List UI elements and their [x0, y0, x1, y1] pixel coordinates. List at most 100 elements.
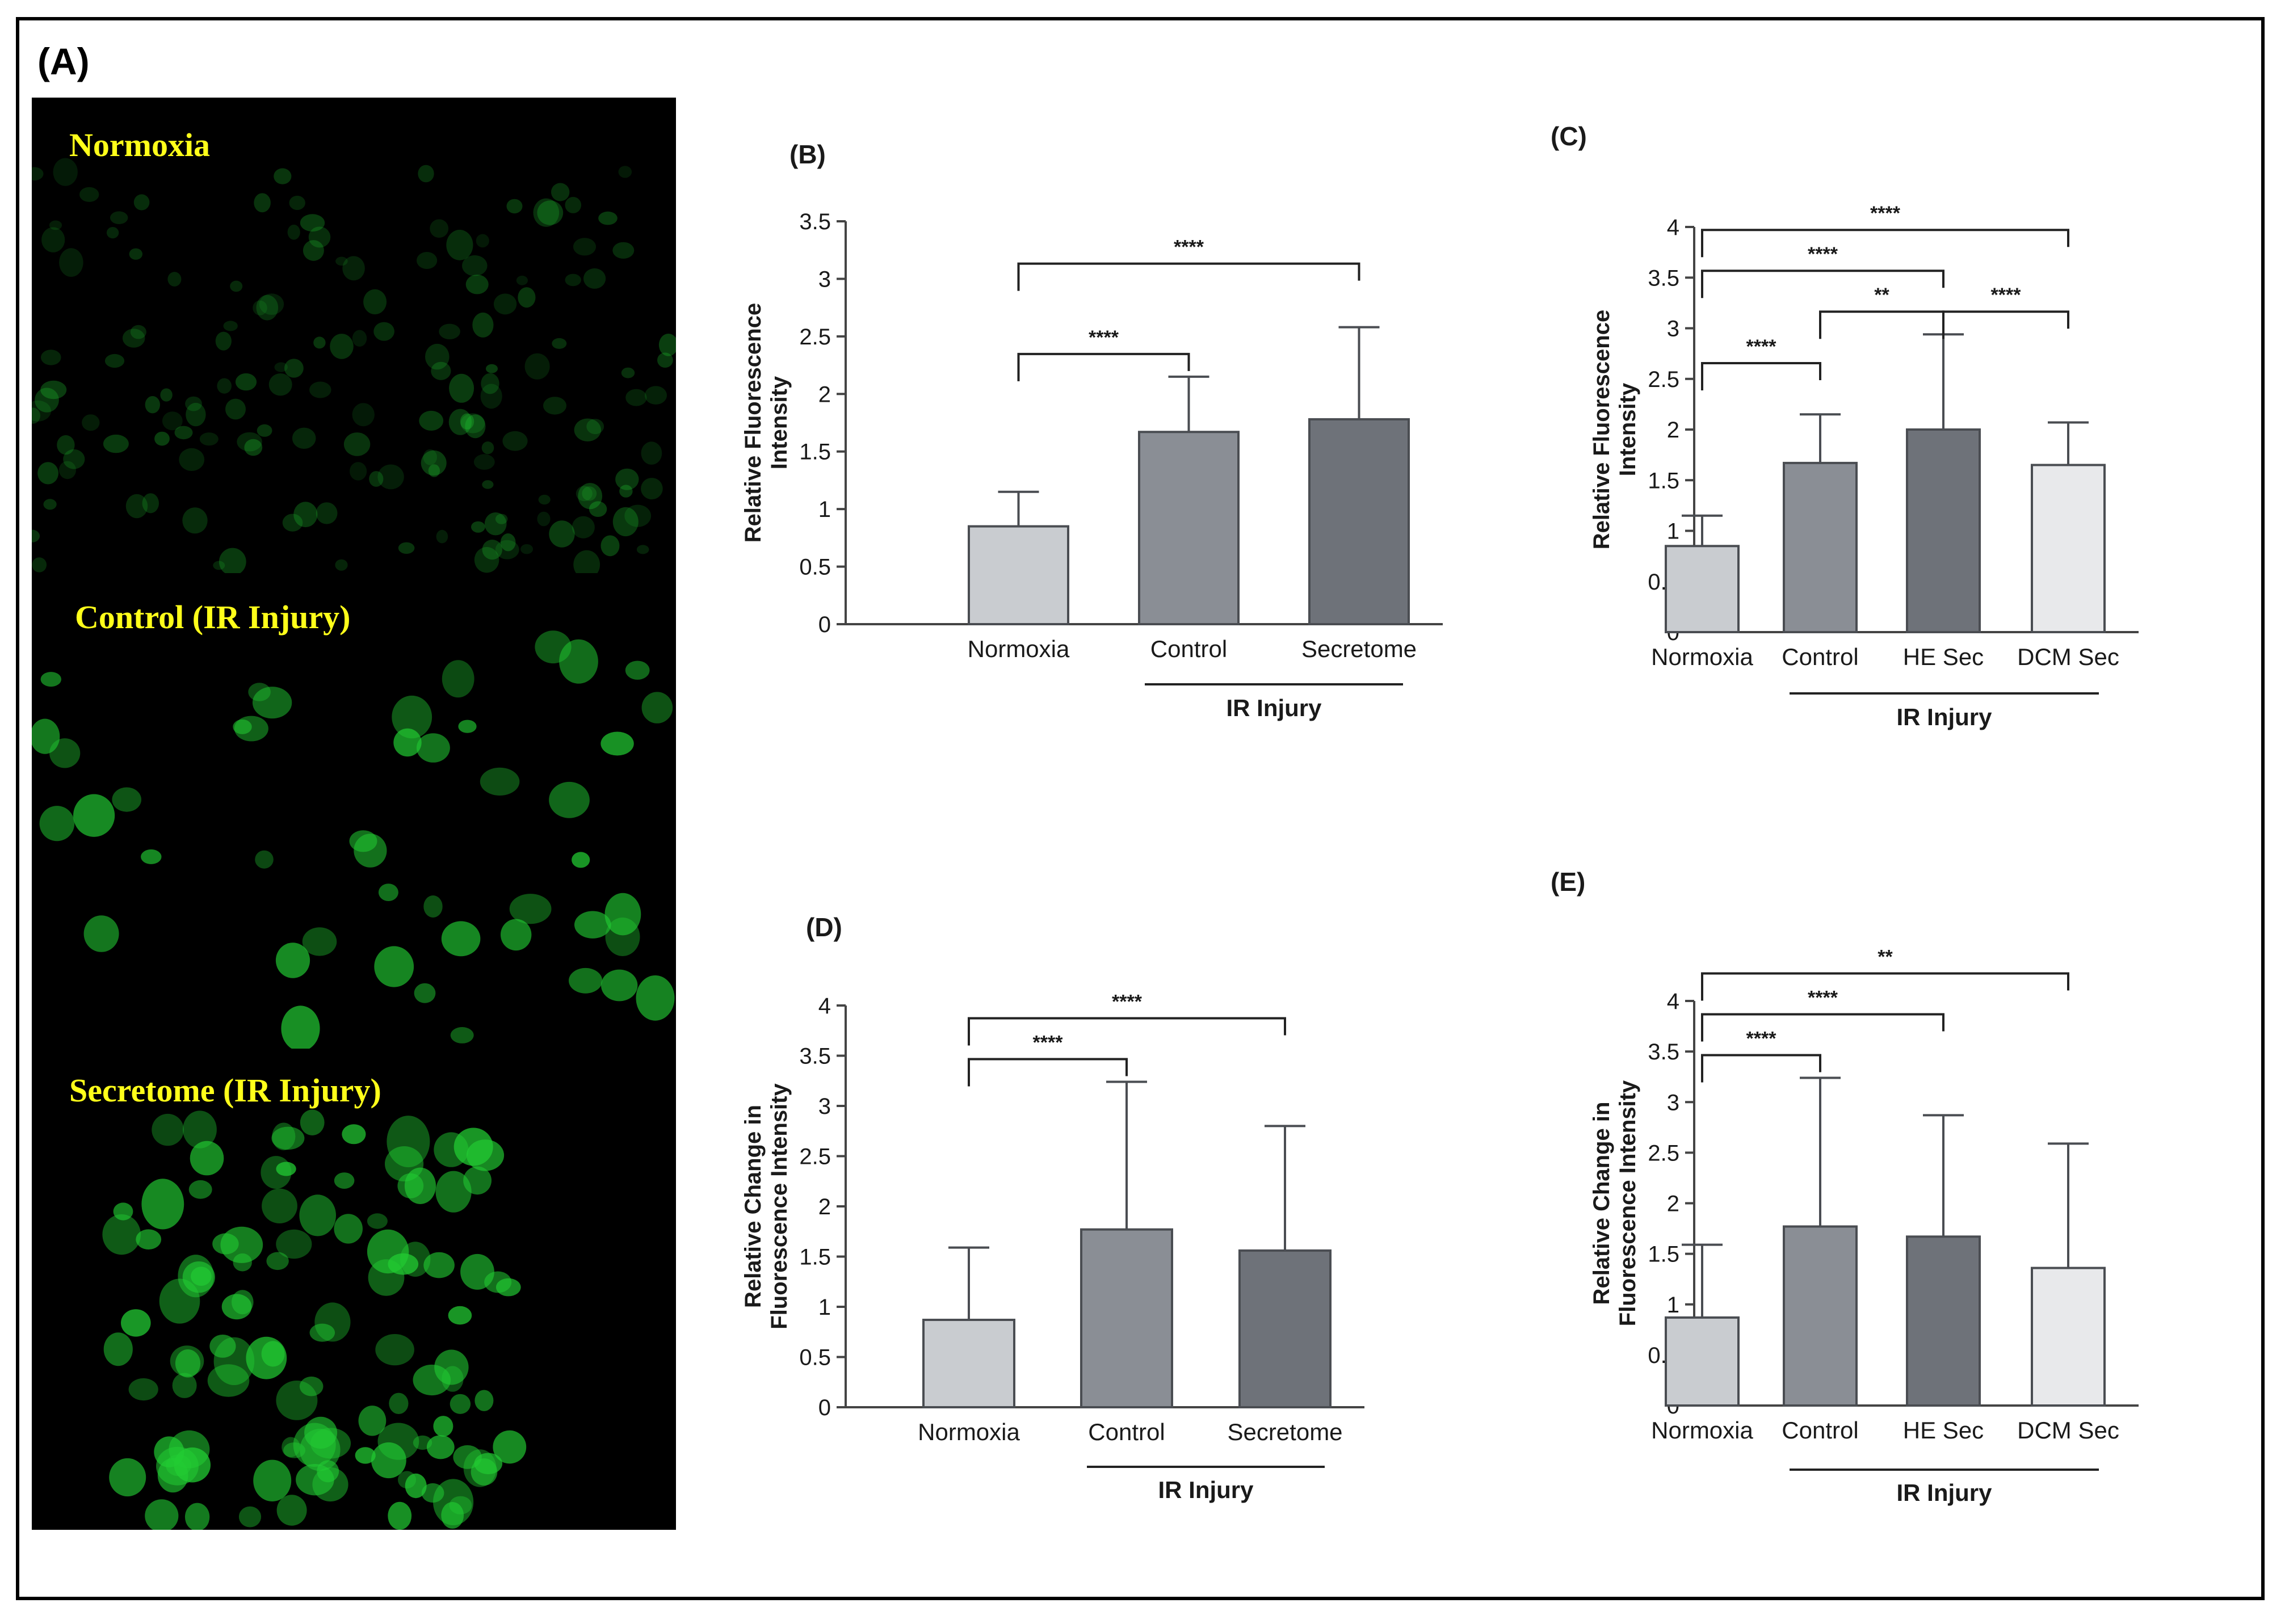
fluorescent-cell [354, 834, 387, 868]
fluorescent-cell [502, 431, 528, 451]
fluorescent-cell [188, 1180, 212, 1199]
fluorescent-cell [355, 1447, 376, 1464]
fluorescent-cell [604, 893, 641, 936]
y-axis-label: Relative FluorescenceIntensity [741, 303, 792, 542]
y-tick-label: 2.5 [799, 1145, 831, 1169]
fluorescent-cell [282, 1437, 300, 1457]
significance-label: **** [1808, 243, 1838, 265]
fluorescent-cell [441, 921, 481, 957]
fluorescent-cell [223, 321, 238, 331]
fluorescent-cell [657, 352, 673, 368]
fluorescent-cell [275, 943, 310, 978]
fluorescent-cell [219, 548, 246, 573]
significance-bracket [1701, 1054, 1821, 1083]
fluorescent-cell [480, 767, 520, 796]
fluorescent-cell [466, 1139, 505, 1171]
fluorescent-cell [300, 1428, 341, 1471]
fluorescent-cell [506, 199, 523, 214]
fluorescent-cell [367, 1213, 388, 1229]
y-tick-label: 1.5 [1648, 1242, 1679, 1267]
fluorescent-cell [476, 234, 489, 248]
fluorescent-cell [350, 462, 367, 481]
fluorescent-cell [450, 1027, 474, 1044]
fluorescent-cell [388, 1501, 412, 1530]
y-tick-label: 3 [818, 267, 831, 292]
fluorescent-cell [615, 468, 639, 490]
fluorescent-cell [128, 1378, 158, 1401]
micrograph-control: Control (IR Injury) [32, 573, 676, 1049]
fluorescent-cell [533, 198, 560, 227]
y-tick-label: 4 [1667, 989, 1679, 1014]
group-label: IR Injury [1158, 1476, 1254, 1503]
fluorescent-cell [446, 229, 473, 260]
fluorescent-cell [296, 1464, 334, 1496]
category-label: Normoxia [968, 636, 1070, 662]
fluorescent-cell [375, 1334, 414, 1366]
fluorescent-cell [392, 695, 432, 739]
fluorescent-cell [316, 502, 338, 524]
fluorescent-cell [53, 158, 78, 186]
significance-bracket [1701, 270, 1944, 298]
fluorescent-cell [233, 719, 252, 734]
fluorescent-cell [217, 378, 232, 394]
fluorescent-cell [538, 494, 551, 505]
y-tick-label: 0.5 [799, 1345, 831, 1370]
fluorescent-cell [293, 502, 318, 528]
fluorescent-cell [398, 542, 415, 554]
fluorescent-cell [551, 183, 570, 201]
bar-control [1783, 461, 1858, 634]
fluorescent-cell [37, 462, 58, 485]
significance-label: **** [1808, 987, 1838, 1008]
fluorescent-cell [576, 486, 593, 502]
significance-bracket [1701, 229, 2069, 258]
fluorescent-cell [495, 514, 508, 524]
fluorescent-cell [299, 1376, 324, 1396]
fluorescent-cell [574, 418, 601, 441]
fluorescent-cell [110, 211, 128, 224]
fluorescent-cell [605, 918, 640, 956]
fluorescent-cell [574, 911, 611, 939]
y-tick-label: 3.5 [799, 1044, 831, 1069]
y-tick-label: 3 [1667, 1090, 1679, 1115]
micrograph-label: Control (IR Injury) [75, 599, 351, 636]
bar-secretome [1308, 418, 1410, 626]
y-axis-label: Relative Change inFluorescence Intensity [1589, 1080, 1640, 1326]
category-label: Control [1782, 1417, 1858, 1444]
category-label: Normoxia [1651, 643, 1753, 670]
fluorescent-cell [141, 1179, 184, 1230]
y-axis-label-line: Fluorescence Intensity [767, 1083, 792, 1330]
fluorescent-cell [434, 1132, 469, 1167]
fluorescent-cell [586, 419, 604, 435]
fluorescent-cell [83, 915, 119, 952]
significance-label: **** [1089, 327, 1119, 348]
fluorescent-cell [312, 1467, 348, 1502]
fluorescent-cell [133, 194, 150, 211]
fluorescent-cell [368, 1259, 405, 1296]
y-tick-label: 3.5 [1648, 266, 1679, 291]
fluorescent-cell [374, 946, 414, 987]
bar-normoxia [1665, 1316, 1740, 1407]
y-tick-label: 3.5 [1648, 1040, 1679, 1065]
fluorescent-cell [32, 400, 51, 422]
fluorescent-cell [300, 1109, 325, 1135]
fluorescent-cell [458, 720, 477, 733]
category-label: HE Sec [1903, 1417, 1984, 1444]
fluorescent-cell [130, 325, 146, 339]
group-label: IR Injury [1896, 1479, 1992, 1506]
fluorescent-cell [600, 535, 620, 557]
fluorescent-cell [373, 322, 394, 341]
group-label: IR Injury [1226, 695, 1322, 721]
significance-label: ** [1874, 284, 1889, 306]
fluorescent-cell [449, 373, 474, 403]
fluorescent-cell [213, 561, 225, 570]
fluorescent-cell [39, 806, 75, 842]
fluorescent-cell [313, 336, 326, 349]
significance-label: **** [1746, 1028, 1777, 1049]
fluorescent-cell [549, 520, 575, 548]
micrograph-label: Normoxia [69, 127, 211, 163]
fluorescent-cell [460, 413, 474, 430]
fluorescent-cell [358, 1406, 387, 1436]
y-tick-label: 2 [818, 1194, 831, 1219]
micrograph-normoxia: Normoxia [32, 98, 676, 573]
